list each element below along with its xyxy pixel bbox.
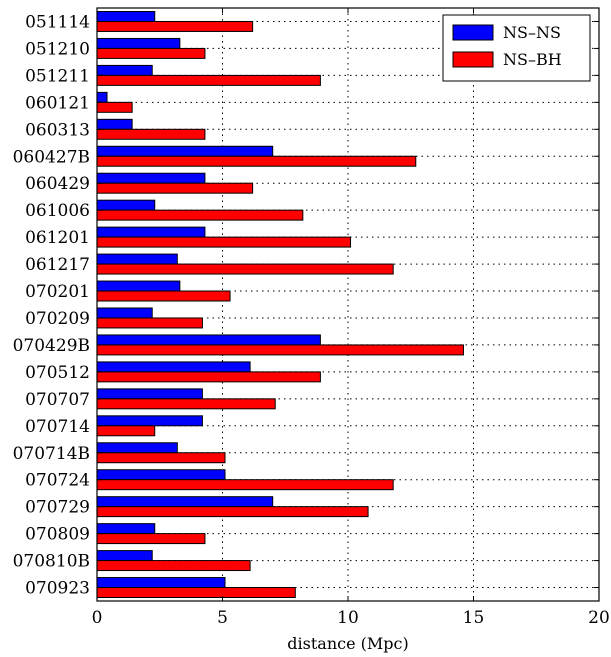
bar-ns-ns: [96, 280, 181, 292]
y-tick-label: 061201: [25, 228, 90, 248]
bar-ns-bh: [96, 398, 276, 410]
bar-ns-bh: [96, 128, 206, 140]
x-axis-label: distance (Mpc): [287, 634, 408, 653]
legend-swatch-ns-bh: [452, 51, 494, 68]
bar-ns-ns: [96, 496, 274, 508]
legend: NS–NS NS–BH: [442, 14, 591, 82]
bar-ns-bh: [96, 479, 394, 491]
legend-label-ns-ns: NS–NS: [503, 23, 561, 42]
y-tick-label: 051211: [25, 66, 90, 86]
bar-ns-ns: [96, 172, 206, 184]
bar-ns-ns: [96, 118, 133, 130]
bar-ns-bh: [96, 209, 304, 221]
bar-ns-bh: [96, 101, 133, 113]
bar-ns-ns: [96, 37, 181, 49]
bar-ns-bh: [96, 236, 352, 248]
bar-ns-bh: [96, 182, 254, 194]
bar-ns-ns: [96, 415, 203, 427]
x-tick-labels: 0 5 10 15 20: [92, 608, 610, 628]
y-tick-label: 070724: [25, 471, 90, 491]
x-tick-label: 10: [337, 608, 359, 628]
y-tick-label: 070714: [25, 417, 90, 437]
bar-ns-bh: [96, 560, 251, 572]
bar-ns-ns: [96, 226, 206, 238]
y-tick-label: 070729: [25, 498, 90, 518]
bar-ns-bh: [96, 155, 417, 167]
bar-ns-bh: [96, 263, 394, 275]
y-tick-label: 070923: [25, 579, 90, 599]
bars: [96, 11, 464, 598]
bar-ns-bh: [96, 533, 206, 545]
y-tick-label: 070209: [25, 309, 90, 329]
bar-ns-ns: [96, 91, 108, 103]
bar-ns-bh: [96, 506, 369, 518]
y-tick-label: 060313: [25, 120, 90, 140]
bar-ns-bh: [96, 290, 231, 302]
bar-ns-bh: [96, 317, 203, 329]
y-tick-label: 060427B: [13, 147, 90, 167]
bar-ns-ns: [96, 550, 153, 562]
y-tick-label: 070707: [25, 390, 90, 410]
bar-ns-ns: [96, 523, 156, 535]
bar-ns-bh: [96, 587, 296, 598]
bar-ns-ns: [96, 145, 274, 157]
axis-ticks: [96, 8, 600, 601]
x-tick-label: 15: [463, 608, 485, 628]
bar-ns-ns: [96, 361, 251, 373]
y-tick-label: 070714B: [13, 444, 90, 464]
x-tick-label: 20: [588, 608, 610, 628]
y-tick-label: 070512: [25, 363, 90, 383]
bar-ns-ns: [96, 334, 321, 346]
bar-ns-ns: [96, 253, 178, 265]
legend-swatch-ns-ns: [452, 24, 494, 41]
bar-ns-ns: [96, 199, 156, 211]
bar-ns-bh: [96, 452, 226, 464]
bar-ns-ns: [96, 64, 153, 76]
bar-ns-bh: [96, 47, 206, 59]
bar-ns-ns: [96, 577, 226, 589]
y-tick-label: 070809: [25, 525, 90, 545]
y-tick-labels: 051114 051210 051211 060121 060313 060427B 060…: [13, 12, 90, 598]
bar-ns-bh: [96, 74, 321, 86]
bar-ns-ns: [96, 11, 156, 22]
y-tick-label: 061217: [25, 255, 90, 275]
y-tick-label: 060429: [25, 174, 90, 194]
bar-ns-ns: [96, 388, 203, 400]
y-tick-label: 061006: [25, 201, 90, 221]
bar-ns-bh: [96, 20, 254, 32]
legend-label-ns-bh: NS–BH: [503, 50, 562, 69]
x-tick-label: 0: [92, 608, 103, 628]
bar-ns-ns: [96, 307, 153, 319]
bar-ns-bh: [96, 344, 464, 356]
y-tick-label: 070429B: [13, 336, 90, 356]
y-tick-label: 070810B: [13, 552, 90, 572]
bar-ns-bh: [96, 425, 156, 437]
bar-ns-ns: [96, 442, 178, 454]
y-tick-label: 051210: [25, 39, 90, 59]
x-tick-label: 5: [217, 608, 228, 628]
y-tick-label: 070201: [25, 282, 90, 302]
bar-ns-ns: [96, 469, 226, 481]
y-tick-label: 060121: [25, 93, 90, 113]
bar-ns-bh: [96, 371, 321, 383]
y-tick-label: 051114: [25, 12, 90, 32]
